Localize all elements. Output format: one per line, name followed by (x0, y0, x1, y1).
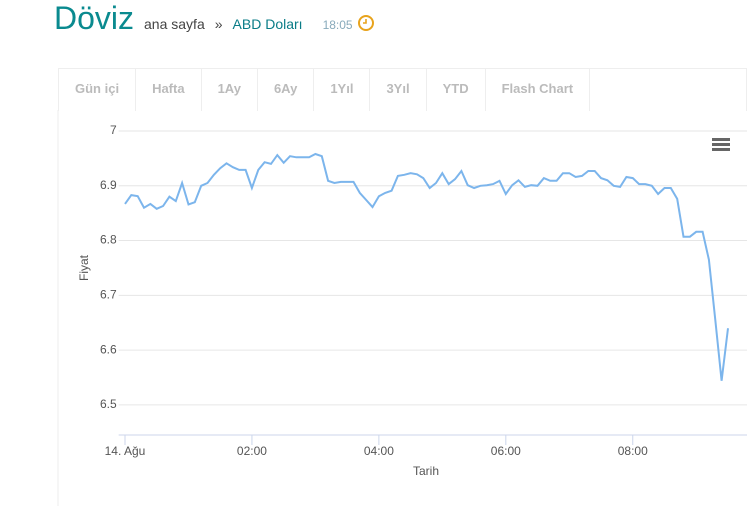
breadcrumb[interactable]: ABD Doları (232, 16, 303, 32)
menu-icon[interactable] (712, 138, 730, 151)
tab[interactable]: 3Yıl (370, 69, 427, 111)
y-tick-label: 6.5 (100, 397, 117, 411)
x-tick-label: 02:00 (237, 444, 267, 458)
y-tick-label: 7 (110, 123, 117, 137)
x-tick-label: 08:00 (618, 444, 648, 458)
x-tick-label: 06:00 (491, 444, 521, 458)
breadcrumb-sep: » (214, 16, 223, 32)
time: 18:05 (322, 18, 353, 32)
breadcrumb[interactable]: ana sayfa (144, 16, 205, 32)
clock-icon (357, 15, 374, 31)
y-tick-label: 6.6 (100, 342, 117, 356)
x-axis-title: Tarih (413, 464, 439, 478)
tab-bar: Gün içi Hafta 1Ay 6Ay 1Yıl 3Yıl YTD Flash Chart (58, 68, 747, 111)
y-tick-label: 6.8 (100, 233, 117, 247)
x-tick-label: 04:00 (364, 444, 394, 458)
y-tick-label: 6.9 (100, 178, 117, 192)
x-tick-label: 14. Ağu (105, 444, 146, 458)
tab[interactable]: 1Ay (202, 69, 258, 111)
header: Döviz ana sayfa » ABD Doları 18:05 (54, 0, 375, 40)
tab[interactable]: YTD (427, 69, 486, 111)
tab[interactable]: Gün içi (59, 69, 137, 111)
price-line (124, 152, 729, 381)
tab[interactable]: Flash Chart (486, 69, 591, 111)
page-title: Döviz (54, 0, 135, 36)
y-axis-title: Fiyat (77, 254, 91, 281)
tab[interactable]: 1Yıl (314, 69, 371, 111)
y-tick-label: 6.7 (100, 287, 117, 301)
tab[interactable]: 6Ay (258, 69, 315, 111)
tab[interactable]: Hafta (136, 69, 202, 111)
